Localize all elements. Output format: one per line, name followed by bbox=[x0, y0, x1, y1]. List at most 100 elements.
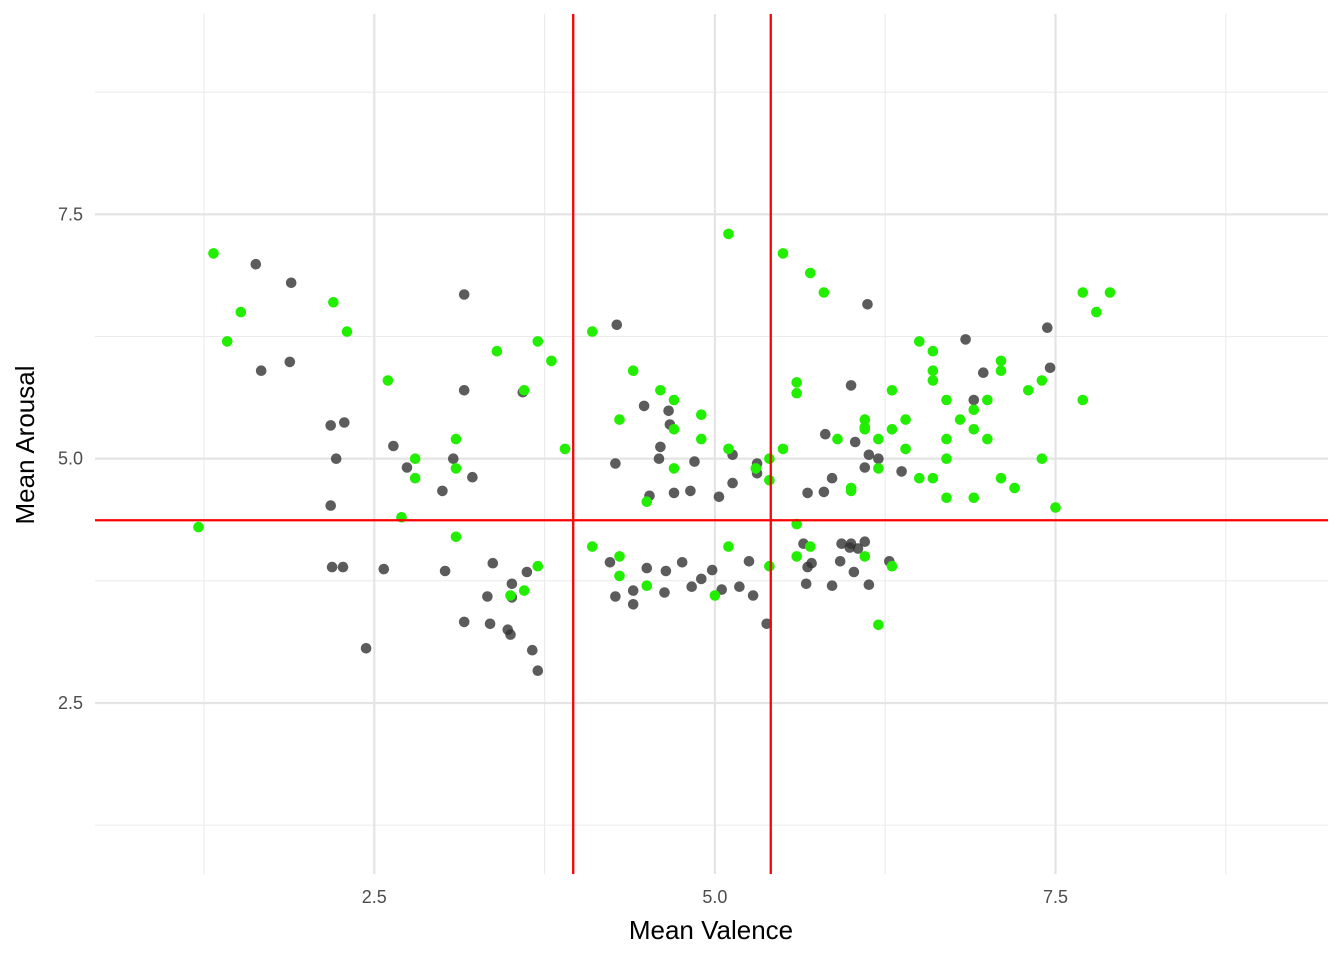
data-point bbox=[820, 428, 831, 440]
data-point bbox=[761, 618, 772, 630]
data-point bbox=[743, 556, 755, 567]
data-point bbox=[863, 449, 875, 461]
data-point bbox=[450, 463, 462, 474]
data-point bbox=[604, 557, 616, 568]
data-point bbox=[927, 375, 939, 386]
data-point bbox=[360, 643, 372, 654]
data-point bbox=[844, 542, 856, 553]
data-point bbox=[1044, 362, 1056, 374]
data-point bbox=[505, 629, 516, 640]
data-point bbox=[339, 417, 350, 428]
data-point bbox=[587, 541, 598, 552]
data-point bbox=[982, 433, 993, 445]
data-point bbox=[689, 456, 700, 467]
major-gridlines bbox=[95, 14, 1328, 874]
data-point bbox=[859, 462, 871, 473]
data-point bbox=[659, 587, 670, 598]
data-point bbox=[696, 409, 707, 421]
data-point bbox=[450, 531, 462, 543]
data-point bbox=[863, 579, 875, 590]
data-point bbox=[458, 289, 470, 300]
data-point bbox=[676, 557, 688, 568]
data-point bbox=[482, 591, 493, 602]
data-point bbox=[409, 472, 421, 484]
data-point bbox=[685, 485, 696, 497]
data-point bbox=[713, 491, 725, 503]
minor-gridlines bbox=[95, 14, 1328, 874]
data-point bbox=[655, 385, 666, 396]
reference-lines bbox=[95, 14, 1328, 874]
data-point bbox=[978, 367, 989, 379]
data-point bbox=[458, 385, 470, 396]
data-point bbox=[388, 440, 399, 452]
data-point bbox=[995, 355, 1007, 367]
data-point bbox=[484, 618, 496, 630]
x-axis-tick-labels: 2.5 5.0 7.5 bbox=[362, 887, 1068, 907]
data-point bbox=[852, 543, 864, 554]
data-point bbox=[660, 565, 672, 577]
data-point bbox=[764, 474, 775, 486]
data-point bbox=[518, 585, 530, 596]
data-point bbox=[437, 485, 448, 497]
data-point bbox=[859, 536, 871, 547]
data-point bbox=[826, 580, 838, 591]
data-point bbox=[723, 443, 734, 455]
data-point bbox=[1091, 306, 1102, 318]
data-point bbox=[532, 336, 544, 347]
data-point bbox=[587, 326, 598, 337]
data-point bbox=[641, 580, 653, 591]
data-point bbox=[862, 299, 873, 310]
data-point bbox=[818, 486, 830, 498]
data-point bbox=[995, 472, 1007, 484]
data-point bbox=[448, 453, 459, 465]
data-point bbox=[1077, 394, 1089, 406]
data-point bbox=[805, 267, 816, 279]
data-point bbox=[193, 521, 204, 533]
data-point bbox=[982, 394, 993, 406]
data-point bbox=[653, 453, 665, 465]
data-point bbox=[900, 443, 911, 455]
data-point bbox=[873, 453, 884, 465]
data-point bbox=[954, 414, 966, 425]
data-point bbox=[382, 375, 394, 386]
y-tick-label: 2.5 bbox=[58, 693, 83, 713]
data-point bbox=[1036, 375, 1048, 386]
data-point bbox=[845, 380, 857, 391]
data-point bbox=[764, 560, 775, 572]
data-point bbox=[614, 570, 625, 582]
data-point bbox=[250, 258, 262, 270]
data-point bbox=[1042, 322, 1053, 334]
data-point bbox=[326, 561, 338, 573]
data-point bbox=[764, 453, 775, 465]
data-point bbox=[532, 560, 544, 572]
data-point bbox=[886, 424, 898, 435]
data-point bbox=[859, 422, 871, 433]
data-point bbox=[1077, 287, 1089, 298]
data-point bbox=[968, 424, 980, 435]
data-point bbox=[927, 345, 939, 357]
data-point bbox=[491, 345, 503, 357]
data-point bbox=[378, 563, 390, 575]
data-point bbox=[208, 248, 219, 259]
data-points bbox=[193, 228, 1116, 676]
data-point bbox=[706, 564, 718, 576]
data-point bbox=[450, 433, 462, 445]
data-point bbox=[802, 487, 813, 499]
data-point bbox=[328, 297, 339, 308]
data-point bbox=[896, 466, 907, 477]
data-point bbox=[696, 573, 707, 585]
data-point bbox=[341, 326, 353, 337]
data-point bbox=[914, 336, 925, 347]
series-1 bbox=[250, 258, 1056, 676]
series-2 bbox=[193, 228, 1116, 631]
data-point bbox=[873, 433, 884, 445]
data-point bbox=[734, 581, 745, 592]
data-point bbox=[791, 518, 802, 530]
data-point bbox=[750, 463, 762, 474]
data-point bbox=[836, 538, 847, 549]
data-point bbox=[532, 665, 544, 676]
data-point bbox=[995, 365, 1007, 377]
data-point bbox=[330, 453, 342, 465]
data-point bbox=[791, 377, 802, 388]
data-point bbox=[777, 248, 789, 259]
